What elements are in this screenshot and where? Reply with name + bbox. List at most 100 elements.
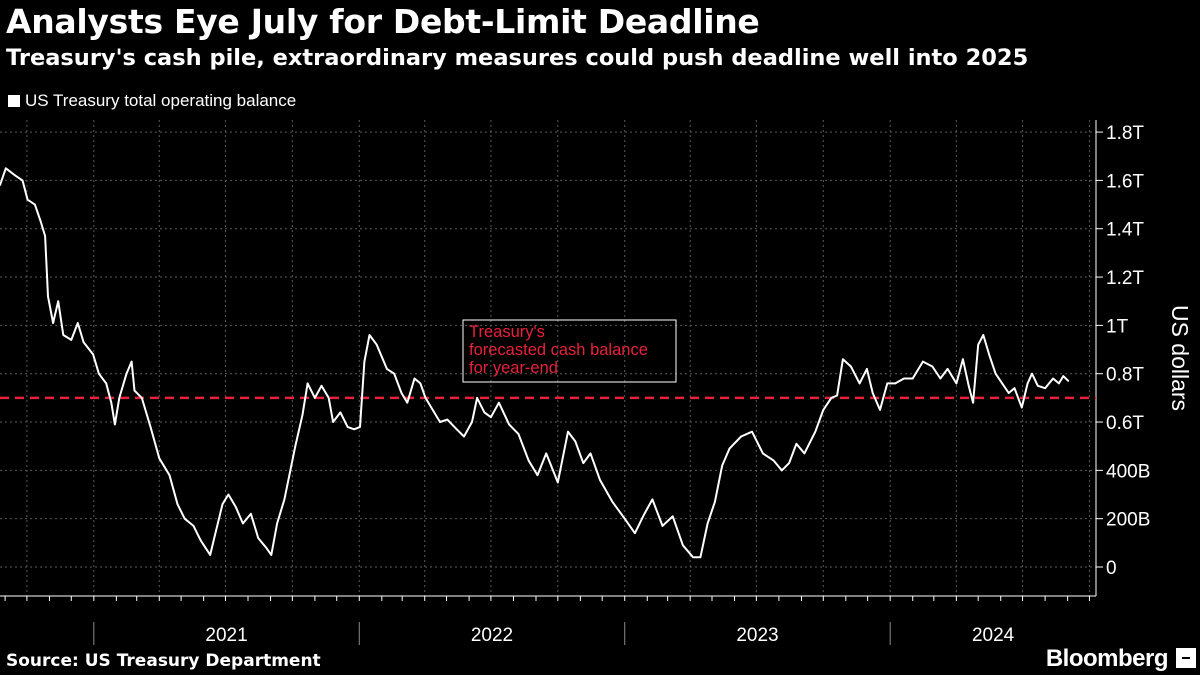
data-point [946,368,949,370]
source-note: Source: US Treasury Department [6,651,321,671]
y-tick-label: 400B [1106,461,1150,482]
data-point [557,481,559,484]
data-point [842,358,844,361]
data-point [0,184,1,186]
data-point [781,469,783,472]
data-point [982,334,985,336]
data-point [327,397,330,399]
data-point [455,428,458,431]
data-point [332,421,334,423]
data-point [393,372,396,375]
data-point [26,198,29,201]
data-point [234,505,237,508]
data-point [339,411,342,414]
data-point [1052,377,1054,380]
data-point [294,445,297,448]
data-point [651,498,654,501]
data-point [1013,387,1016,390]
data-point [209,554,211,556]
data-point [227,493,230,496]
data-point [368,334,371,336]
y-tick-label: 1T [1106,316,1129,337]
data-point [424,397,427,399]
data-point [599,479,601,481]
data-point [903,377,905,380]
data-point [536,474,539,477]
data-point [574,440,577,443]
data-point [47,295,49,298]
data-point [836,394,838,397]
data-point [149,426,152,428]
data-point [671,515,674,518]
data-point [34,203,36,206]
data-point [363,360,366,363]
data-point [346,426,349,428]
data-point [939,377,942,380]
y-tick-label: 0 [1106,558,1117,579]
data-point [353,428,356,431]
legend-swatch [8,95,20,107]
data-point [1062,375,1065,377]
annotation-text: for year-end [469,359,558,377]
data-point [276,522,278,525]
data-point [994,372,997,375]
data-point [265,546,268,549]
chart-subtitle: Treasury's cash pile, extraordinary meas… [6,45,1029,71]
data-point [911,377,914,380]
data-point [762,452,764,455]
data-point [830,397,833,399]
data-point [699,556,702,559]
data-point [788,462,790,464]
data-point [82,341,85,344]
data-point [490,416,492,419]
data-point [306,382,309,385]
data-point [439,421,441,423]
data-point [114,423,116,426]
data-point [250,513,252,515]
data-point [498,401,500,404]
data-point [894,382,897,385]
data-point [508,423,510,426]
data-point [44,235,46,237]
data-point [1007,392,1010,394]
data-point [483,411,486,414]
data-point [795,443,798,445]
data-point [183,517,186,520]
data-point [14,174,17,177]
x-year-label: 2021 [205,625,247,646]
bloomberg-logo: Bloomberg [1045,645,1169,672]
data-point [476,397,478,399]
y-tick-label: 1.8T [1106,123,1144,144]
data-point [386,368,388,370]
data-point [77,322,79,324]
data-point [110,401,113,404]
data-point [931,365,934,368]
data-point [158,457,161,460]
data-point [141,397,143,399]
data-point [1026,382,1029,385]
annotation-box [462,319,677,383]
data-point [192,525,195,527]
data-point [751,430,753,433]
chart-title: Analysts Eye July for Debt-Limit Deadlin… [6,2,760,41]
y-tick-label: 0.6T [1106,413,1144,434]
data-point [692,556,694,559]
data-point [52,322,54,324]
data-point [634,532,636,534]
data-point [643,513,646,515]
data-point [1021,406,1023,409]
data-point [57,300,59,303]
terminal-icon [1176,648,1196,668]
data-point [582,462,585,464]
data-point [972,401,974,404]
data-point [682,544,684,547]
data-point [866,368,868,370]
y-tick-label: 1.2T [1106,268,1144,289]
data-point [21,179,24,182]
legend-label: US Treasury total operating balance [25,91,297,110]
legend: US Treasury total operating balance [8,91,296,111]
data-point [242,522,244,525]
data-point [314,397,316,399]
data-point [977,343,979,346]
